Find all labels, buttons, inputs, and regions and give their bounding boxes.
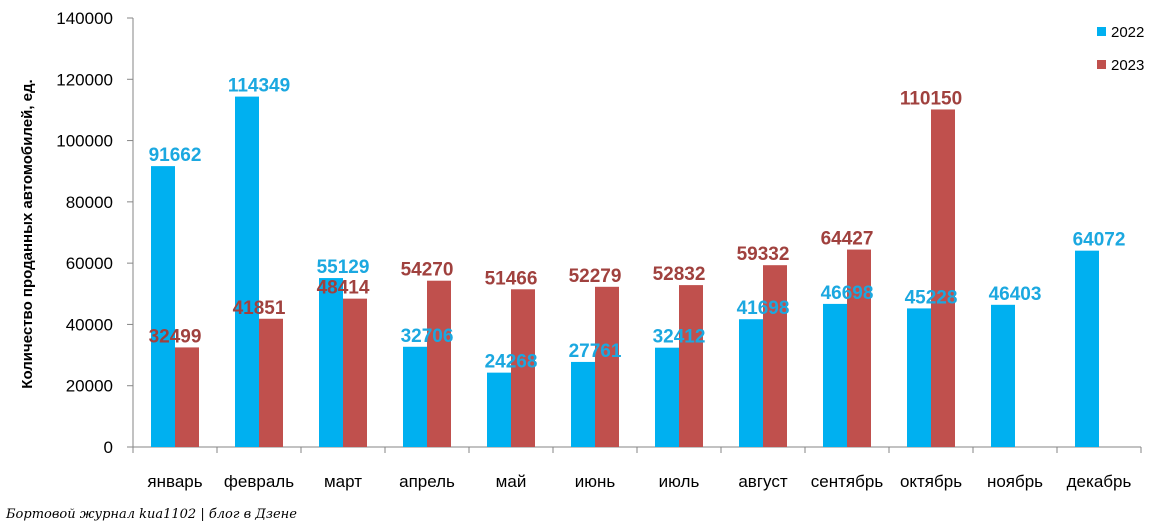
data-label-2023-февраль: 41851 bbox=[233, 298, 286, 319]
bar-2023-февраль bbox=[259, 318, 283, 447]
data-label-2022-июнь: 27761 bbox=[569, 341, 622, 362]
legend-label-2023: 2023 bbox=[1111, 57, 1144, 74]
y-tick-label: 60000 bbox=[66, 254, 113, 273]
data-labels: 91662 114349 55129 32706 24268 27761 32412 4169… bbox=[149, 76, 1126, 373]
data-label-2023-март: 48414 bbox=[317, 278, 370, 299]
bar-2023-октябрь bbox=[931, 109, 955, 447]
footer-credit: Бортовой журнал kиа1102 | блог в Дзене bbox=[6, 507, 297, 522]
bar-2022-декабрь bbox=[1075, 250, 1099, 447]
x-tick-label: февраль bbox=[224, 472, 294, 491]
x-tick-label: декабрь bbox=[1067, 472, 1132, 491]
data-label-2022-январь: 91662 bbox=[149, 145, 202, 166]
bar-2022-ноябрь bbox=[991, 304, 1015, 447]
bars bbox=[151, 96, 1099, 447]
y-tick-label: 140000 bbox=[56, 9, 113, 28]
bar-2022-июль bbox=[655, 347, 679, 447]
bar-2023-июнь bbox=[595, 286, 619, 447]
bar-2023-сентябрь bbox=[847, 249, 871, 447]
bar-2023-январь bbox=[175, 347, 199, 447]
x-tick-label: июнь bbox=[575, 472, 616, 491]
legend-swatch-2023 bbox=[1097, 60, 1106, 69]
bar-2022-январь bbox=[151, 166, 175, 447]
data-label-2022-июль: 32412 bbox=[653, 327, 706, 348]
legend-label-2022: 2022 bbox=[1111, 24, 1144, 41]
y-tick-label: 100000 bbox=[56, 132, 113, 151]
data-label-2022-апрель: 32706 bbox=[401, 326, 454, 347]
y-tick-label: 80000 bbox=[66, 193, 113, 212]
data-label-2023-июль: 52832 bbox=[653, 264, 706, 285]
bar-2023-июль bbox=[679, 285, 703, 447]
bar-2022-июнь bbox=[571, 361, 595, 447]
legend: 2022 2023 bbox=[1097, 24, 1144, 74]
y-axis-title: Количество проданных автомобилей, ед. bbox=[19, 79, 36, 388]
data-label-2022-сентябрь: 46698 bbox=[821, 283, 874, 304]
y-tick-label: 0 bbox=[104, 438, 113, 457]
bar-2023-март bbox=[343, 298, 367, 447]
bar-2022-март bbox=[319, 278, 343, 447]
data-label-2023-июнь: 52279 bbox=[569, 266, 622, 287]
data-label-2023-апрель: 54270 bbox=[401, 260, 454, 281]
bar-2022-сентябрь bbox=[823, 303, 847, 447]
data-label-2022-октябрь: 45228 bbox=[905, 287, 958, 308]
x-tick-label: ноябрь bbox=[987, 472, 1043, 491]
bar-2022-апрель bbox=[403, 346, 427, 447]
data-label-2022-февраль: 114349 bbox=[228, 76, 290, 97]
x-tick-label: сентябрь bbox=[811, 472, 884, 491]
data-label-2022-ноябрь: 46403 bbox=[989, 284, 1042, 305]
data-label-2022-май: 24268 bbox=[485, 352, 538, 373]
x-tick-label: январь bbox=[147, 472, 202, 491]
bar-2022-октябрь bbox=[907, 308, 931, 447]
data-label-2023-май: 51466 bbox=[485, 268, 538, 289]
bar-2023-август bbox=[763, 265, 787, 447]
y-axis: 0 20000 40000 60000 80000 100000 120000 140000 bbox=[56, 9, 134, 457]
bar-2022-май bbox=[487, 372, 511, 447]
bar-2023-май bbox=[511, 289, 535, 447]
data-label-2023-январь: 32499 bbox=[149, 326, 202, 347]
x-axis: январь февраль март апрель май июнь июль август… bbox=[132, 446, 1142, 491]
x-tick-label: август bbox=[738, 472, 787, 491]
x-tick-label: март bbox=[324, 472, 362, 491]
x-tick-label: октябрь bbox=[900, 472, 962, 491]
data-label-2022-март: 55129 bbox=[317, 257, 370, 278]
data-label-2023-сентябрь: 64427 bbox=[821, 229, 874, 250]
y-tick-label: 20000 bbox=[66, 377, 113, 396]
x-tick-label: апрель bbox=[399, 472, 455, 491]
bar-2023-апрель bbox=[427, 280, 451, 447]
data-label-2023-октябрь: 110150 bbox=[900, 88, 962, 109]
chart: Количество проданных автомобилей, ед. 0 2… bbox=[19, 9, 1144, 491]
x-tick-label: май bbox=[496, 472, 527, 491]
data-label-2022-август: 41698 bbox=[737, 298, 790, 319]
x-tick-label: июль bbox=[659, 472, 700, 491]
legend-swatch-2022 bbox=[1097, 27, 1106, 36]
y-tick-label: 120000 bbox=[56, 70, 113, 89]
data-label-2023-август: 59332 bbox=[737, 244, 790, 265]
bar-2022-август bbox=[739, 319, 763, 447]
data-label-2022-декабрь: 64072 bbox=[1073, 230, 1126, 251]
bar-2022-февраль bbox=[235, 96, 259, 447]
y-tick-label: 40000 bbox=[66, 315, 113, 334]
